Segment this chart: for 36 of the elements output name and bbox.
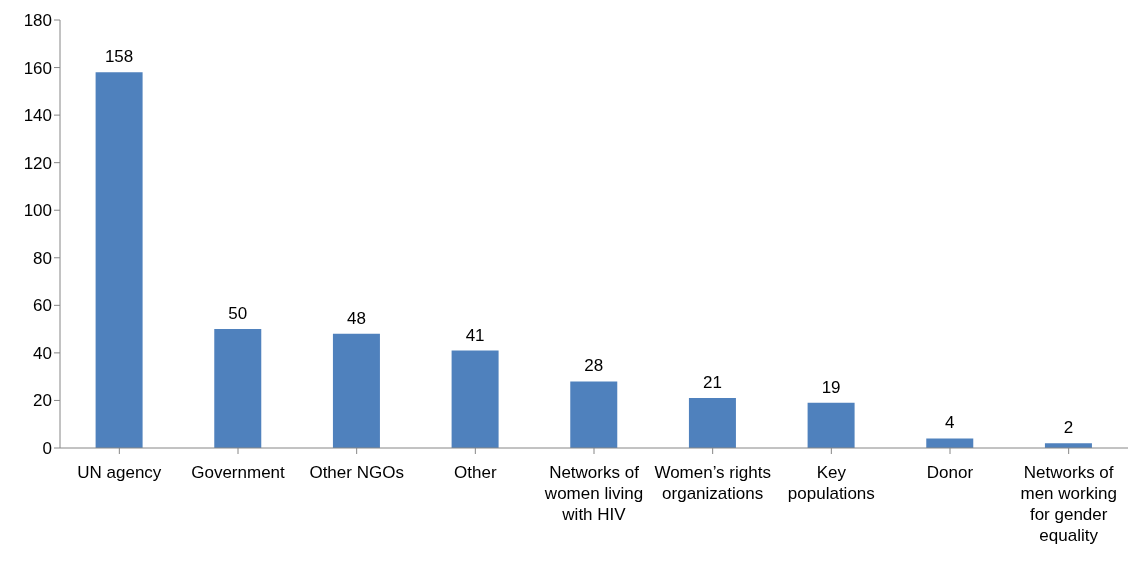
data-label: 2 [1063, 418, 1074, 438]
bar [926, 438, 974, 448]
y-tick-label: 80 [33, 248, 52, 268]
data-label: 50 [228, 304, 248, 324]
data-label: 21 [702, 373, 722, 393]
bar [451, 350, 499, 448]
x-tick-label: Networks of women living with HIV [543, 463, 644, 524]
x-tick-label: Other NGOs [309, 463, 404, 482]
x-tick-label: Networks of men working for gender equality [1020, 463, 1117, 545]
x-tick-label: Donor [926, 463, 974, 482]
y-tick-label: 40 [33, 343, 52, 363]
data-label: 48 [346, 308, 366, 328]
data-label: 41 [465, 325, 485, 345]
y-tick-label: 100 [23, 201, 52, 221]
bar [807, 402, 855, 448]
y-tick-label: 20 [33, 391, 52, 411]
x-tick-label: Women’s rights organizations [654, 463, 771, 503]
y-tick-label: 140 [23, 106, 52, 126]
y-tick-label: 180 [23, 11, 52, 31]
bar [95, 72, 143, 448]
bar [688, 398, 736, 448]
x-tick-label: Government [191, 463, 286, 482]
bar [332, 333, 380, 448]
bar [570, 381, 618, 448]
y-tick-label: 160 [23, 58, 52, 78]
x-tick-label: Other [454, 463, 497, 482]
y-tick-label: 120 [23, 153, 52, 173]
data-label: 19 [821, 377, 841, 397]
data-label: 28 [584, 356, 604, 376]
y-tick-label: 0 [42, 439, 52, 459]
data-label: 4 [945, 413, 955, 433]
data-label: 158 [104, 47, 134, 67]
x-tick-label: UN agency [77, 463, 162, 482]
x-tick-label: Key populations [787, 463, 875, 503]
y-tick-label: 60 [33, 296, 52, 316]
bar [214, 329, 262, 448]
